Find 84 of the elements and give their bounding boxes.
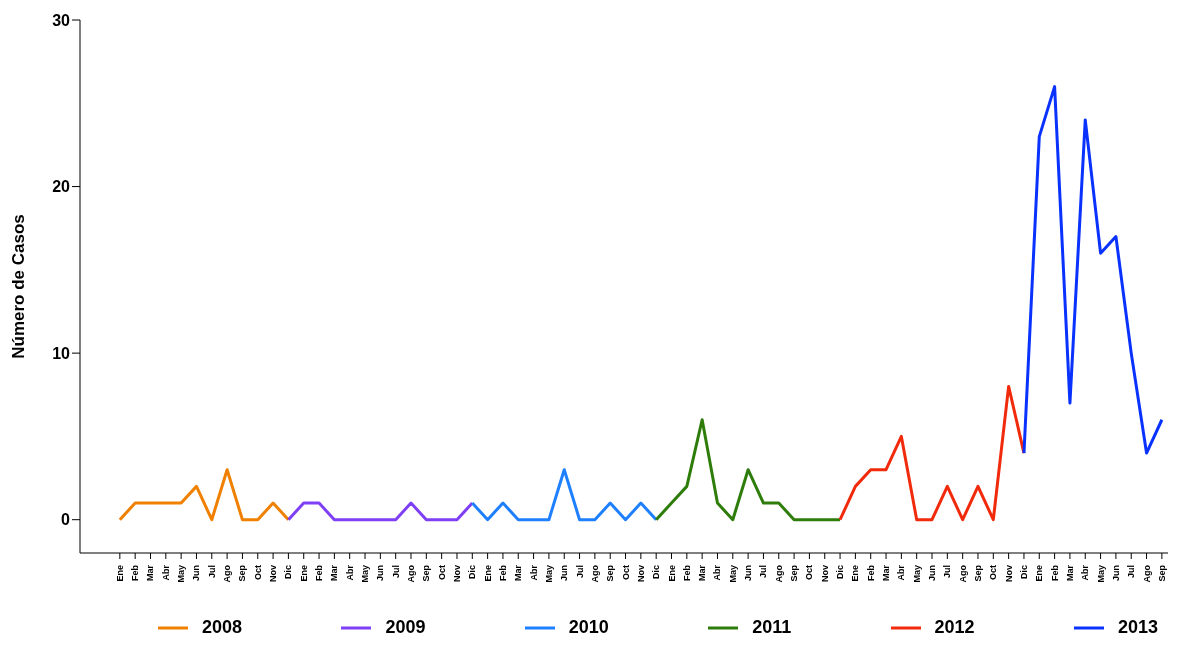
x-tick-label: Dic — [835, 565, 846, 580]
x-tick-label: Mar — [329, 564, 340, 582]
y-tick-label: 0 — [61, 511, 71, 529]
x-tick-label: Sep — [237, 564, 248, 582]
x-tick-label: Feb — [1049, 564, 1060, 582]
x-tick-label: Mar — [1064, 564, 1075, 582]
x-tick-label: Jul — [758, 565, 769, 579]
y-tick-label: 30 — [52, 11, 71, 29]
x-tick-label: Nov — [635, 565, 646, 583]
y-tick-label: 20 — [52, 178, 71, 196]
x-tick-label: Ene — [482, 565, 493, 582]
x-tick-label: Ago — [589, 564, 600, 583]
x-tick-label: Mar — [513, 564, 524, 582]
x-tick-label: Abr — [344, 564, 355, 581]
x-tick-label: Ene — [666, 565, 677, 582]
x-tick-label: Jul — [942, 565, 953, 579]
x-tick-label: Jun — [927, 565, 938, 582]
x-tick-label: Sep — [421, 564, 432, 582]
x-tick-label: Abr — [528, 564, 539, 581]
line-series — [118, 468, 290, 522]
x-tick-label: Abr — [1080, 564, 1091, 581]
x-tick-label: Dic — [651, 565, 662, 580]
x-tick-label: Sep — [605, 564, 616, 582]
x-tick-label: Ago — [957, 564, 968, 583]
x-tick-label: Nov — [1003, 565, 1014, 583]
x-tick-label: Jul — [390, 565, 401, 579]
x-tick-label: Ene — [1034, 565, 1045, 582]
legend-label: 2013 — [1117, 617, 1158, 638]
x-tick-label: May — [360, 565, 371, 583]
x-tick-label: Ago — [773, 564, 784, 583]
x-tick-label: Dic — [1018, 565, 1029, 580]
line-series — [1022, 85, 1164, 455]
x-tick-label: Jun — [559, 565, 570, 582]
x-tick-label: Abr — [712, 564, 723, 581]
x-tick-label: Nov — [819, 565, 830, 583]
x-tick-label: Jun — [1110, 565, 1121, 582]
x-tick-label: May — [911, 565, 922, 583]
x-tick-label: Feb — [681, 564, 692, 582]
x-tick-label: Jul — [574, 565, 585, 579]
legend-label: 2011 — [752, 617, 792, 638]
x-tick-label: Oct — [620, 565, 631, 581]
x-tick-label: Ago — [1141, 564, 1152, 583]
x-tick-label: Sep — [972, 564, 983, 582]
x-tick-label: Jun — [743, 565, 754, 582]
x-tick-label: Sep — [789, 564, 800, 582]
x-tick-label: May — [176, 565, 187, 583]
x-tick-label: Ago — [406, 564, 416, 583]
x-tick-label: Mar — [697, 564, 708, 582]
x-tick-label: Feb — [865, 564, 876, 582]
x-tick-label: Sep — [1156, 564, 1167, 582]
x-tick-label: Feb — [314, 564, 325, 582]
x-tick-label: Ene — [114, 565, 125, 582]
legend-label: 2010 — [568, 617, 609, 638]
legend-label: 2009 — [385, 617, 426, 638]
y-tick-label: 10 — [52, 344, 71, 362]
x-tick-label: Ago — [222, 564, 233, 583]
x-tick-label: Feb — [497, 564, 508, 582]
x-tick-label: Jun — [191, 565, 202, 582]
x-tick-label: Dic — [467, 565, 478, 580]
x-tick-label: Nov — [268, 565, 279, 583]
x-tick-label: Dic — [283, 565, 294, 580]
x-tick-label: Abr — [896, 564, 907, 581]
legend-label: 2012 — [934, 617, 975, 638]
x-tick-label: Ene — [850, 565, 861, 582]
x-tick-label: Feb — [130, 564, 141, 582]
line-series — [838, 384, 1026, 522]
x-tick-label: Mar — [145, 564, 156, 582]
x-tick-label: Mar — [881, 564, 892, 582]
x-tick-label: May — [1095, 565, 1106, 583]
x-tick-label: Nov — [451, 565, 462, 583]
legend-label: 2008 — [202, 617, 243, 638]
x-tick-label: Jul — [206, 565, 217, 579]
x-tick-label: Oct — [436, 565, 447, 581]
x-tick-label: Oct — [252, 565, 263, 581]
x-tick-label: Oct — [988, 565, 999, 581]
x-tick-label: Oct — [804, 565, 815, 581]
y-axis-title: Número de Casos — [9, 214, 29, 359]
x-tick-label: Jun — [375, 565, 386, 582]
x-tick-label: Ene — [298, 565, 309, 582]
x-tick-label: Abr — [160, 564, 171, 581]
x-tick-label: May — [543, 565, 554, 583]
x-tick-label: May — [727, 565, 738, 583]
x-tick-label: Jul — [1126, 565, 1137, 579]
line-series — [654, 418, 842, 522]
